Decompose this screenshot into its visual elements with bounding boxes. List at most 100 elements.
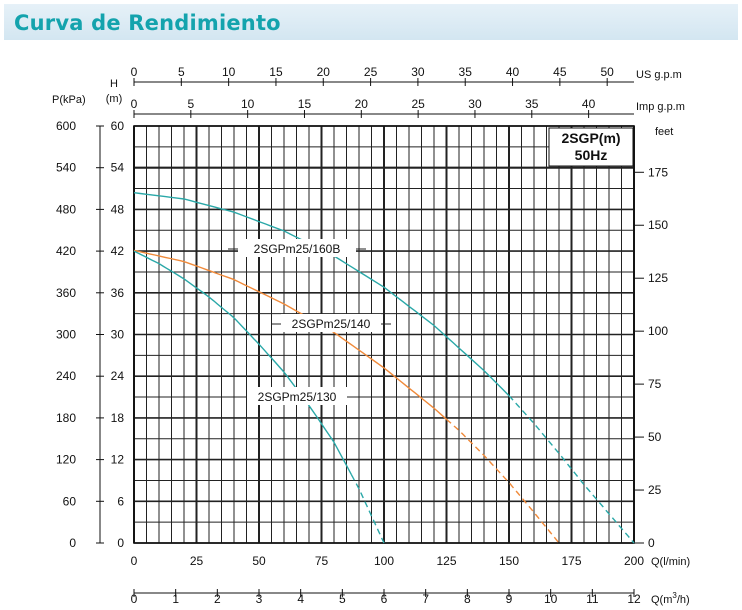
series-label-bg bbox=[281, 314, 381, 332]
x-tick-label-usgpm: 10 bbox=[222, 65, 236, 79]
y-tick-label-kpa: 180 bbox=[56, 411, 76, 425]
y-axis-unit-m: (m) bbox=[106, 93, 123, 105]
x-tick-label-impgpm: 10 bbox=[241, 97, 255, 111]
y-axis-label-m: H bbox=[110, 78, 118, 90]
x-tick-label-impgpm: 5 bbox=[187, 97, 194, 111]
chart-title-bg bbox=[548, 127, 634, 167]
y-tick-label-kpa: 300 bbox=[56, 328, 76, 342]
y-tick-label-m: 30 bbox=[111, 328, 125, 342]
y-tick-label-m: 54 bbox=[111, 161, 125, 175]
y-tick-label-m: 60 bbox=[111, 119, 125, 133]
grid-layer bbox=[133, 125, 635, 544]
x-tick-label-impgpm: 35 bbox=[525, 97, 539, 111]
x-tick-label-usgpm: 50 bbox=[600, 65, 614, 79]
x-tick-label-m3h: 9 bbox=[506, 592, 513, 606]
x-tick-label-lmin: 200 bbox=[624, 554, 644, 568]
x-axis-label-impgpm: Imp g.p.m bbox=[636, 101, 685, 113]
y-tick-label-ft: 25 bbox=[648, 483, 662, 497]
x-tick-label-impgpm: 20 bbox=[355, 97, 369, 111]
x-tick-label-m3h: 8 bbox=[464, 592, 471, 606]
series-label-bg bbox=[238, 239, 356, 257]
series-label: 2SGPm25/160B bbox=[228, 239, 366, 257]
chart-title-box: 2SGP(m)50Hz bbox=[548, 127, 634, 167]
y-tick-label-m: 18 bbox=[111, 411, 125, 425]
x-tick-label-usgpm: 25 bbox=[364, 65, 378, 79]
x-tick-label-usgpm: 45 bbox=[553, 65, 567, 79]
y-tick-label-kpa: 240 bbox=[56, 369, 76, 383]
series-line bbox=[133, 250, 353, 476]
y-tick-label-ft: 100 bbox=[648, 324, 668, 338]
y-tick-label-kpa: 360 bbox=[56, 286, 76, 300]
x-tick-label-impgpm: 0 bbox=[131, 97, 138, 111]
x-tick-label-m3h: 11 bbox=[586, 592, 599, 606]
x-tick-label-m3h: 5 bbox=[339, 592, 346, 606]
y-tick-label-kpa: 0 bbox=[69, 536, 76, 550]
x-axis-label-usgpm: US g.p.m bbox=[636, 69, 682, 81]
x-tick-label-lmin: 100 bbox=[374, 554, 394, 568]
y-tick-label-m: 24 bbox=[111, 369, 125, 383]
x-tick-label-m3h: 0 bbox=[131, 592, 138, 606]
x-tick-label-usgpm: 0 bbox=[131, 65, 138, 79]
chart-title: 2SGP(m) bbox=[561, 130, 620, 146]
series-line bbox=[133, 249, 447, 420]
x-tick-label-lmin: 0 bbox=[131, 554, 138, 568]
x-tick-label-m3h: 1 bbox=[172, 592, 179, 606]
y-tick-label-m: 48 bbox=[111, 202, 125, 216]
x-tick-label-impgpm: 30 bbox=[468, 97, 482, 111]
x-tick-label-usgpm: 15 bbox=[269, 65, 283, 79]
x-tick-label-m3h: 3 bbox=[256, 592, 263, 606]
y-tick-label-m: 42 bbox=[111, 244, 125, 258]
y-tick-label-ft: 0 bbox=[648, 536, 655, 550]
x-tick-label-usgpm: 40 bbox=[506, 65, 520, 79]
series-line-dashed bbox=[508, 395, 635, 544]
y-tick-label-ft: 50 bbox=[648, 430, 662, 444]
x-tick-label-usgpm: 20 bbox=[317, 65, 331, 79]
y-tick-label-kpa: 60 bbox=[63, 494, 77, 508]
x-tick-label-lmin: 150 bbox=[499, 554, 519, 568]
x-tick-label-m3h: 10 bbox=[544, 592, 558, 606]
y-tick-label-kpa: 600 bbox=[56, 119, 76, 133]
page-title: Curva de Rendimiento bbox=[14, 11, 281, 35]
x-tick-label-impgpm: 15 bbox=[298, 97, 312, 111]
series-label-bg bbox=[247, 387, 347, 405]
y-tick-label-kpa: 480 bbox=[56, 202, 76, 216]
y-tick-label-m: 36 bbox=[111, 286, 125, 300]
x-tick-label-usgpm: 5 bbox=[178, 65, 185, 79]
y-tick-label-m: 0 bbox=[117, 536, 124, 550]
y-tick-label-ft: 150 bbox=[648, 218, 668, 232]
x-tick-label-m3h: 4 bbox=[297, 592, 304, 606]
chart-subtitle: 50Hz bbox=[575, 147, 608, 163]
x-tick-label-impgpm: 25 bbox=[411, 97, 425, 111]
series-curve bbox=[133, 249, 560, 544]
y-tick-label-ft: 125 bbox=[648, 271, 668, 285]
x-tick-label-usgpm: 35 bbox=[459, 65, 473, 79]
y-tick-label-kpa: 120 bbox=[56, 453, 76, 467]
y-tick-label-ft: 175 bbox=[648, 165, 668, 179]
series-line-dashed bbox=[446, 418, 560, 544]
series-line-dashed bbox=[350, 474, 385, 544]
y-axis-label-kpa: P(kPa) bbox=[52, 94, 86, 106]
x-tick-label-lmin: 25 bbox=[190, 554, 204, 568]
series-label: 2SGPm25/140 bbox=[271, 314, 391, 332]
x-axis-label-m3h: Q(m3/h) bbox=[651, 591, 690, 606]
y-axis-label-ft: feet bbox=[655, 126, 673, 138]
y-tick-label-ft: 75 bbox=[648, 377, 662, 391]
series-label-text: 2SGPm25/160B bbox=[254, 242, 341, 256]
x-tick-label-lmin: 75 bbox=[315, 554, 329, 568]
x-tick-label-usgpm: 30 bbox=[411, 65, 425, 79]
x-tick-label-lmin: 175 bbox=[561, 554, 581, 568]
x-tick-label-m3h: 7 bbox=[422, 592, 429, 606]
y-tick-label-kpa: 420 bbox=[56, 244, 76, 258]
x-tick-label-impgpm: 40 bbox=[582, 97, 596, 111]
title-bar: Curva de Rendimiento bbox=[4, 4, 738, 40]
x-axis-label-lmin: Q(l/min) bbox=[651, 556, 690, 568]
series-curve bbox=[133, 250, 385, 544]
axes-layer: 0 25 50 75 100 125 150 175 200 Q(l/min)0 1 2 3 4 5 6 7 8 9… bbox=[52, 65, 690, 606]
y-tick-label-kpa: 540 bbox=[56, 161, 76, 175]
y-tick-label-m: 6 bbox=[117, 494, 124, 508]
y-tick-label-m: 12 bbox=[111, 453, 125, 467]
series-label-text: 2SGPm25/130 bbox=[258, 390, 337, 404]
series-label-text: 2SGPm25/140 bbox=[292, 317, 371, 331]
x-tick-label-m3h: 2 bbox=[214, 592, 221, 606]
